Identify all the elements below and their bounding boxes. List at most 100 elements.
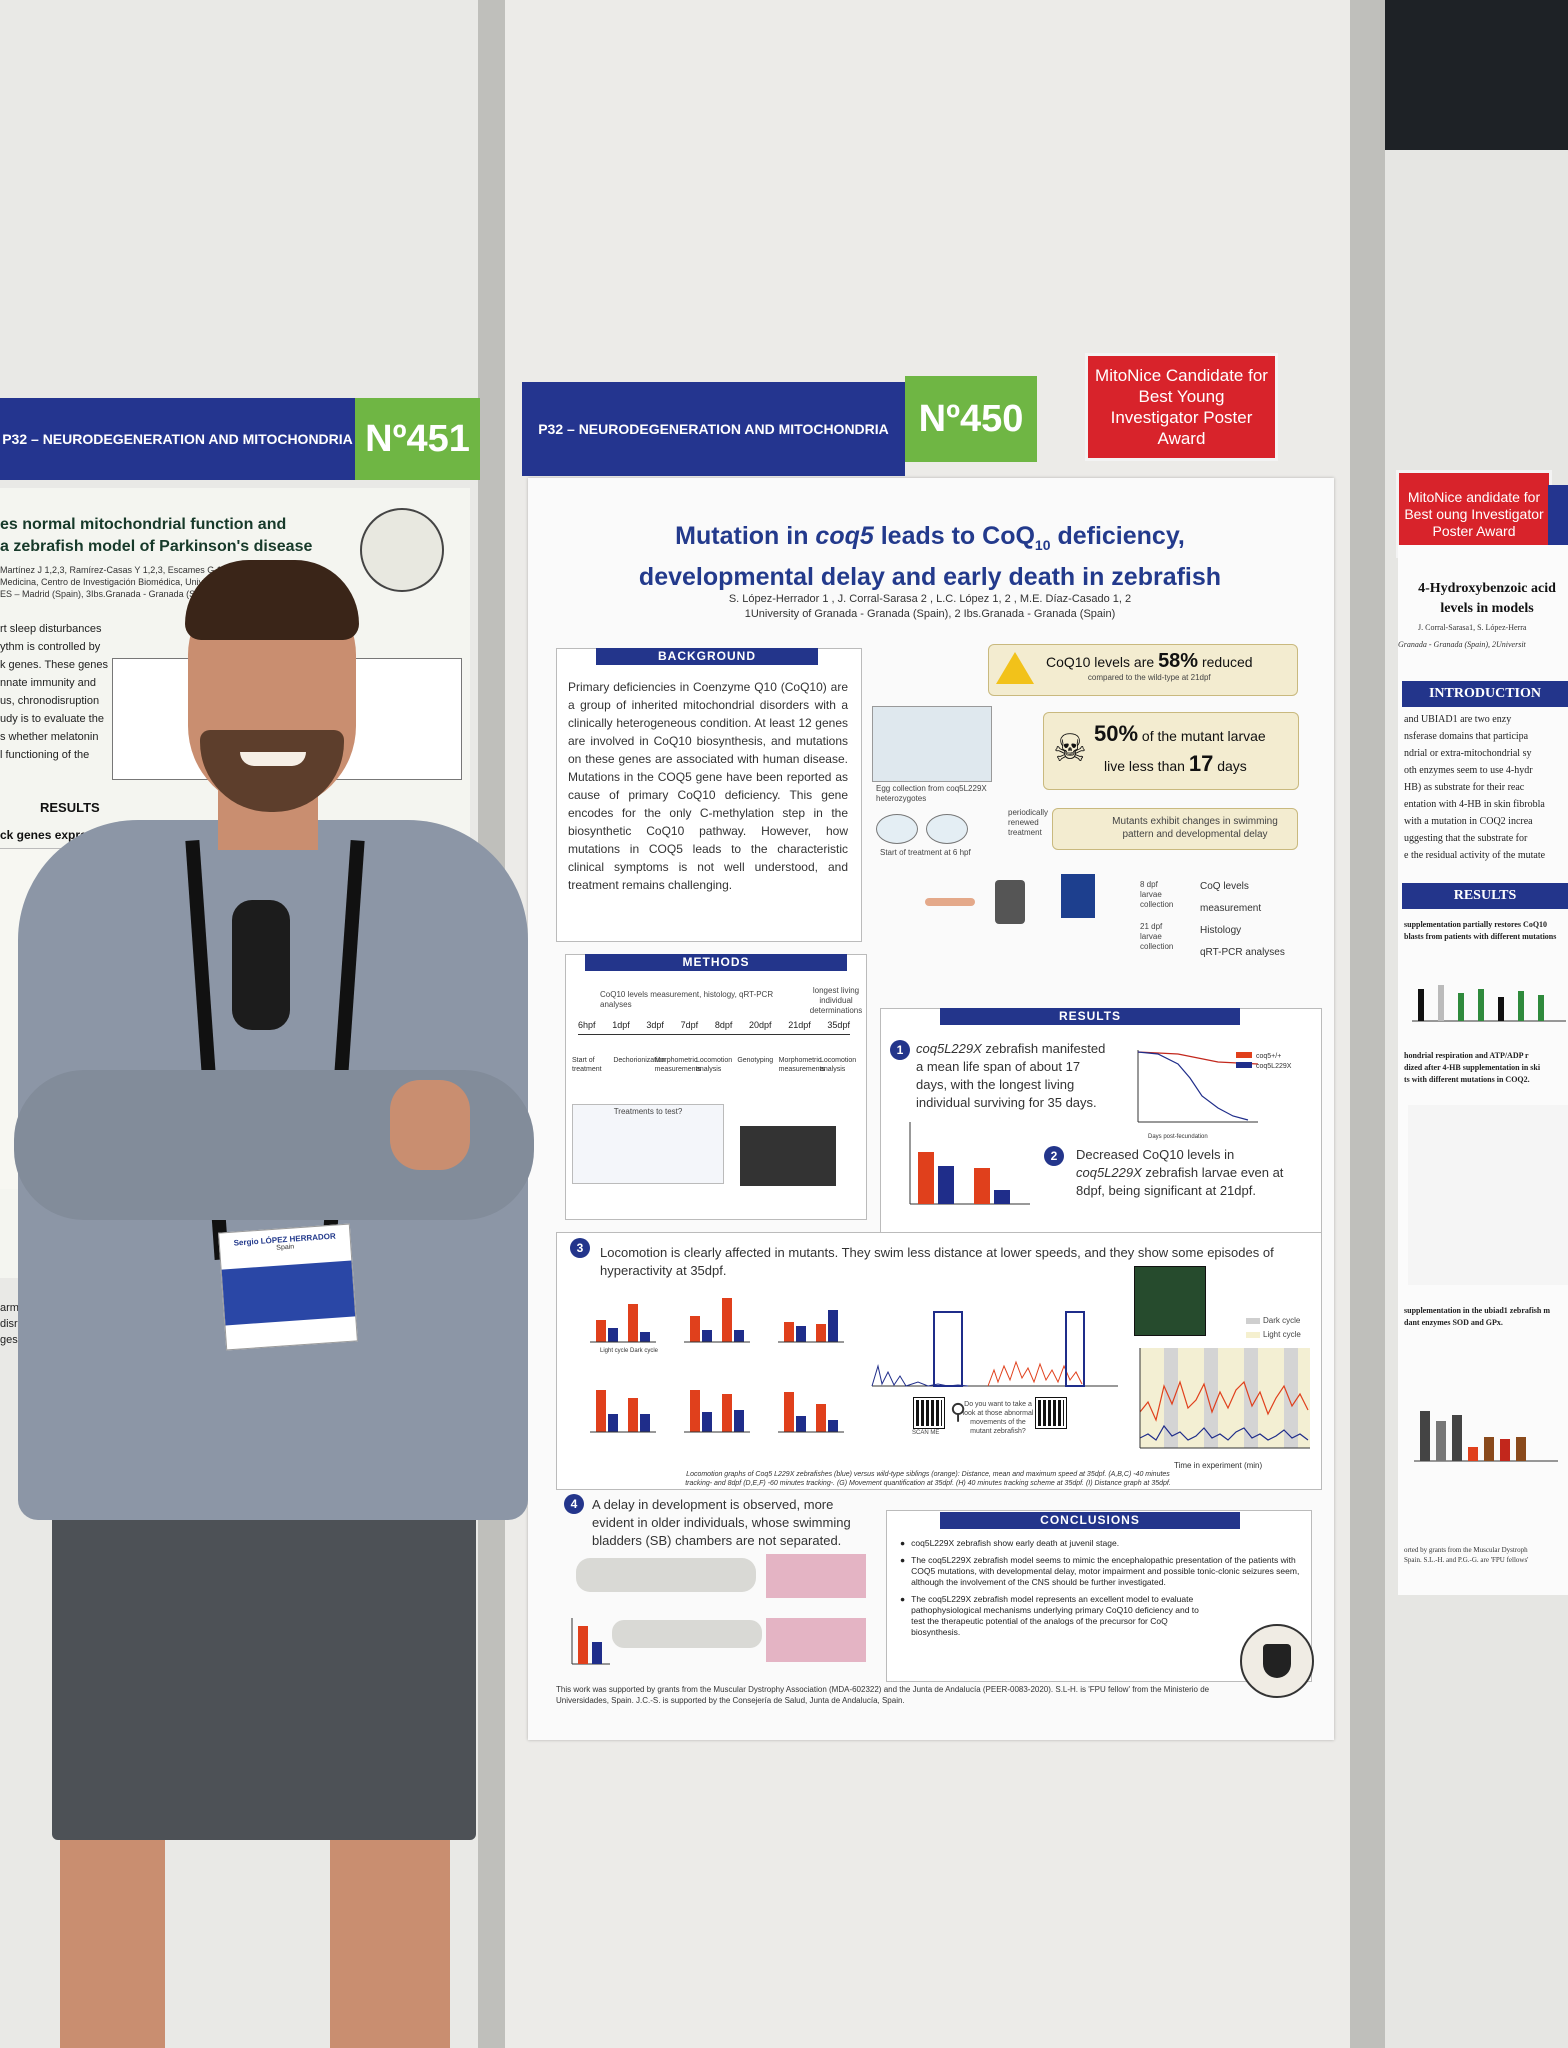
g-trace-wt (987, 1360, 1083, 1387)
distance-trace-mut (1139, 1424, 1309, 1441)
bar (816, 1324, 826, 1342)
warning-icon (996, 652, 1034, 684)
stat-survival (1043, 712, 1299, 790)
qr-code-icon[interactable] (1035, 1397, 1067, 1429)
bar (608, 1328, 618, 1342)
larva-icon (925, 898, 975, 906)
dark-band (1284, 1348, 1298, 1448)
stat-survival-text: 50% of the mutant larvae live less than … (1094, 721, 1266, 776)
g-highlight (1065, 1311, 1085, 1387)
result-4-text: A delay in development is observed, more… (592, 1497, 851, 1548)
right-poster-title: 4-Hydroxybenzoic acid levels in models (1418, 581, 1556, 616)
right-low-text: supplementation in the ubiad1 zebrafish … (1404, 1306, 1551, 1327)
bar (628, 1398, 638, 1432)
bar (722, 1298, 732, 1342)
dark-band (1244, 1348, 1258, 1448)
result-number-3: 3 (570, 1238, 590, 1258)
bar (828, 1420, 838, 1432)
right-figure-panel (1408, 1105, 1568, 1285)
locomotion-caption: Locomotion graphs of Coq5 L229X zebrafis… (685, 1471, 1171, 1487)
university-logo (1240, 1624, 1314, 1698)
bar (784, 1322, 794, 1342)
bar (690, 1316, 700, 1342)
survival-chart: coq5+/+ coq5L229X Days post-fecundation (1137, 1050, 1292, 1140)
background-text: Primary deficiencies in Coenzyme Q10 (Co… (568, 680, 848, 892)
methods-heading: METHODS (585, 954, 847, 971)
bar (1518, 991, 1524, 1021)
bar (596, 1390, 606, 1432)
methods-longest-label: longest living individual determinations (809, 986, 863, 1015)
right-bar-chart-2 (1414, 1411, 1558, 1462)
chart-f (778, 1392, 844, 1433)
movement-quantification-chart (871, 1311, 1118, 1387)
distance-trace-wt (1139, 1380, 1309, 1422)
g-highlight (933, 1311, 963, 1387)
cycle-label: Dark cycle (630, 1348, 659, 1354)
bar (578, 1626, 588, 1664)
result-number-1: 1 (890, 1040, 910, 1060)
renewed-label: periodically renewed treatment (1008, 808, 1049, 837)
larva-image (612, 1620, 762, 1648)
magnifier-icon: ⚲ (950, 1399, 967, 1424)
background-box (556, 648, 862, 942)
bar (596, 1320, 606, 1342)
bar (1500, 1439, 1510, 1461)
result-2-text: Decreased CoQ10 levels in coq5L229X zebr… (1076, 1147, 1284, 1198)
bar (1418, 989, 1424, 1021)
bar (722, 1394, 732, 1432)
coq-bar-mut-8dpf (938, 1166, 954, 1204)
timeline-axis (578, 1034, 850, 1035)
right-poster-affil: Granada - Granada (Spain), 2Universit (1398, 640, 1526, 649)
bar (592, 1642, 602, 1664)
histology-image (766, 1554, 866, 1598)
hand (390, 1080, 470, 1170)
bar (1498, 997, 1504, 1021)
bar (608, 1414, 618, 1432)
left-session-bar: P32 – NEURODEGENERATION AND MITOCHONDRIA (0, 398, 355, 480)
dark-band (1164, 1348, 1178, 1448)
bar (1420, 1411, 1430, 1461)
right-intro-heading: INTRODUCTION (1402, 681, 1568, 707)
bar (734, 1330, 744, 1342)
bar (1458, 993, 1464, 1021)
chart-b (684, 1298, 750, 1343)
left-poster-title: es normal mitochondrial function and a z… (0, 516, 313, 555)
right-poster: 4-Hydroxybenzoic acid levels in models J… (1398, 545, 1568, 1595)
funding-text: This work was supported by grants from t… (556, 1685, 1210, 1705)
center-session-bar: P32 – NEURODEGENERATION AND MITOCHONDRIA (522, 382, 905, 476)
center-poster-number: Nº450 (905, 376, 1037, 462)
treatments-figure: Treatments to test? (572, 1104, 724, 1184)
bar (816, 1404, 826, 1432)
qr-code-icon[interactable] (913, 1397, 945, 1429)
bar (1438, 985, 1444, 1021)
larva-image (576, 1558, 756, 1592)
right-bar-chart-1 (1412, 985, 1566, 1022)
smile (240, 752, 306, 766)
coq-bar-wt-8dpf (918, 1152, 934, 1204)
bar (1484, 1437, 1494, 1461)
conclusions-list: ● coq5L229X zebrafish show early death at… (900, 1538, 1300, 1637)
survival-x-label: Days post-fecundation (1148, 1134, 1208, 1140)
bar (1516, 1437, 1526, 1461)
survival-curve-mut (1137, 1051, 1249, 1121)
methods-timeline: 6hpf 1dpf 3dpf 7dpf 8dpf 20dpf 21dpf 35d… (578, 1020, 850, 1030)
right-intro-text: and UBIAD1 are two enzy nsferase domains… (1404, 714, 1546, 861)
name-badge: Sergio LÓPEZ HERRADOR Spain (218, 1223, 358, 1351)
stat-coq-reduced (988, 644, 1298, 696)
tank-illustration (872, 706, 992, 782)
stat-swimming-text: Mutants exhibit changes in swimming patt… (1112, 816, 1278, 840)
methods-top-label: CoQ10 levels measurement, histology, qRT… (600, 990, 774, 1009)
legend-wt: coq5+/+ (1256, 1053, 1281, 1060)
legend-swatch-wt (1236, 1052, 1252, 1058)
result-number-2: 2 (1044, 1146, 1064, 1166)
histology-image (766, 1618, 866, 1662)
right-poster-authors: J. Corral-Sarasa1, S. López-Herra (1418, 623, 1527, 632)
chart-e (684, 1390, 750, 1433)
bar (690, 1390, 700, 1432)
left-intro-text: rt sleep disturbances ythm is controlled… (0, 623, 109, 761)
stat-swimming (1052, 808, 1298, 850)
bar (1478, 989, 1484, 1021)
stat-coq-text: CoQ10 levels are 58% reduced compared to… (1046, 650, 1253, 682)
legend-swatch-dark (1246, 1318, 1260, 1324)
hair (185, 560, 359, 640)
